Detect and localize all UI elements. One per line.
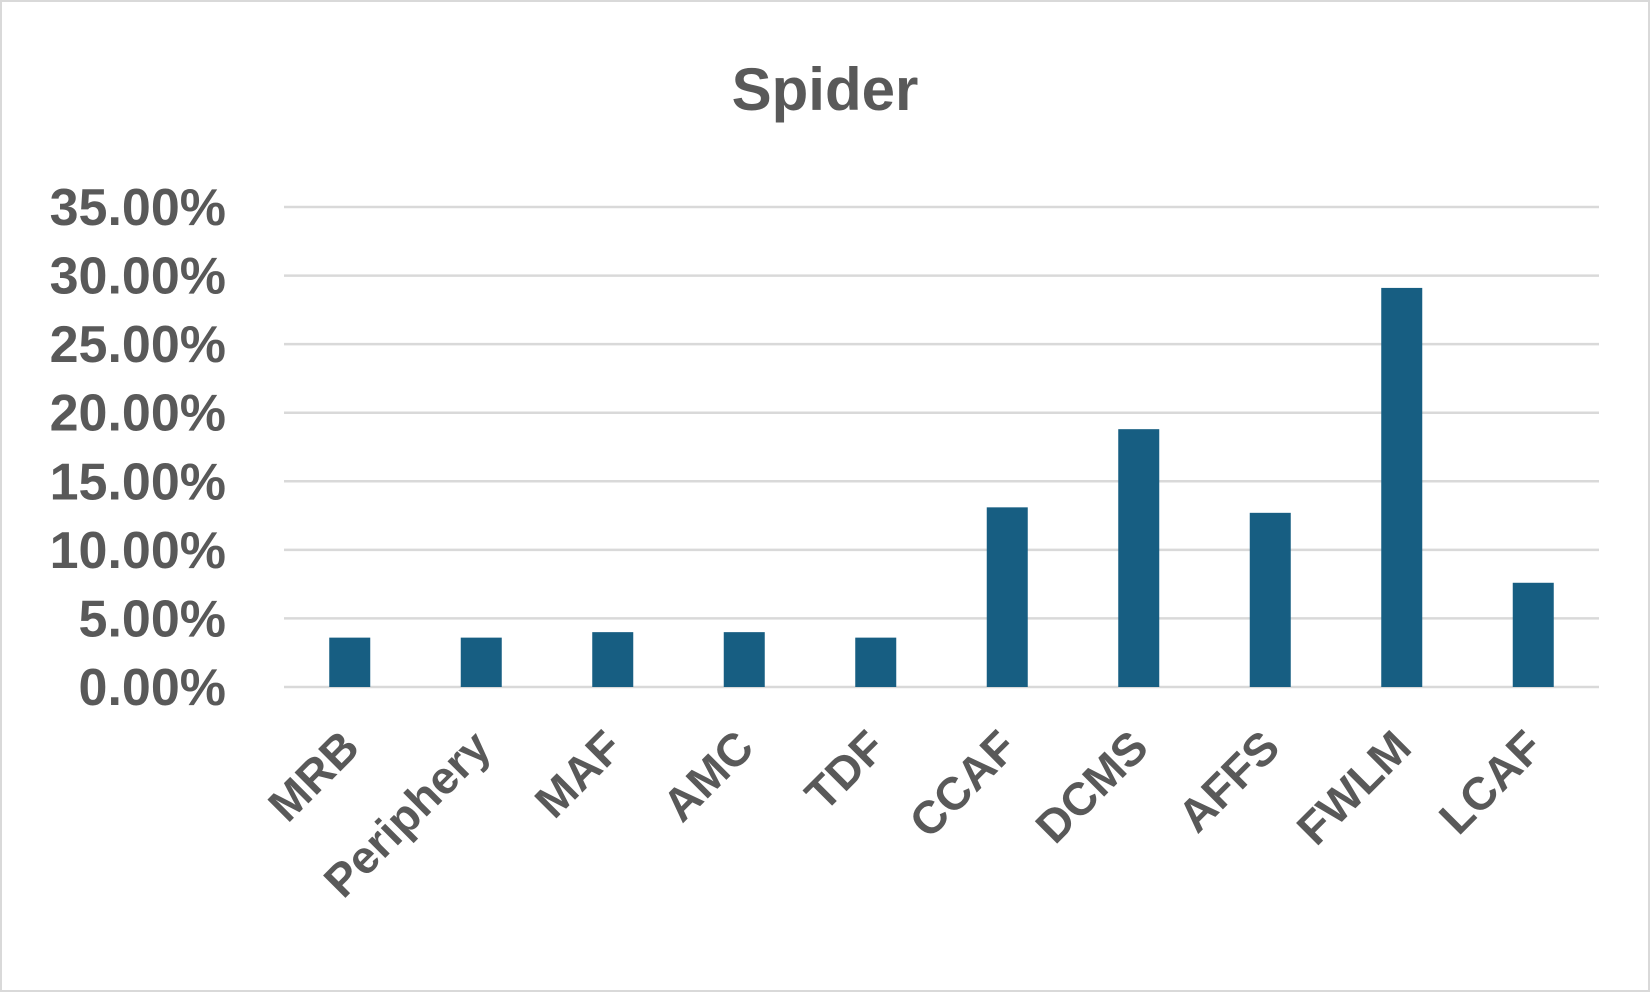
y-tick-label: 5.00% [79,590,226,648]
x-tick-label: LCAF [1429,720,1552,843]
x-tick-label: AFFS [1168,720,1290,842]
bar-dcms [1118,429,1160,687]
x-tick-label: AMC [652,720,763,831]
x-tick-label: MAF [525,720,632,827]
bars [329,287,1554,687]
y-tick-label: 10.00% [50,522,226,580]
bar-affs [1249,512,1291,687]
y-axis-tick-labels: 0.00% 5.00% 10.00% 15.00% 20.00% 25.00% 30.00%… [50,179,226,717]
bar-tdf [855,637,897,687]
bar-fwlm [1381,287,1423,687]
y-tick-label: 0.00% [79,659,226,717]
x-tick-label: MRB [258,720,369,831]
x-tick-label: FWLM [1287,720,1421,854]
bar-ccaf [986,507,1028,687]
bar-maf [592,632,634,687]
x-tick-label: TDF [795,720,895,820]
bar-amc [723,632,765,687]
bar-mrb [329,637,371,687]
bar-periphery [460,637,502,687]
chart-title: Spider [732,56,919,123]
x-tick-label: CCAF [899,720,1026,847]
y-tick-label: 30.00% [50,248,226,306]
y-tick-label: 20.00% [50,385,226,443]
y-tick-label: 15.00% [50,453,226,511]
y-tick-label: 35.00% [50,179,226,237]
y-tick-label: 25.00% [50,316,226,374]
x-tick-label: DCMS [1025,720,1158,853]
gridlines [284,205,1599,689]
bar-lcaf [1512,582,1554,687]
